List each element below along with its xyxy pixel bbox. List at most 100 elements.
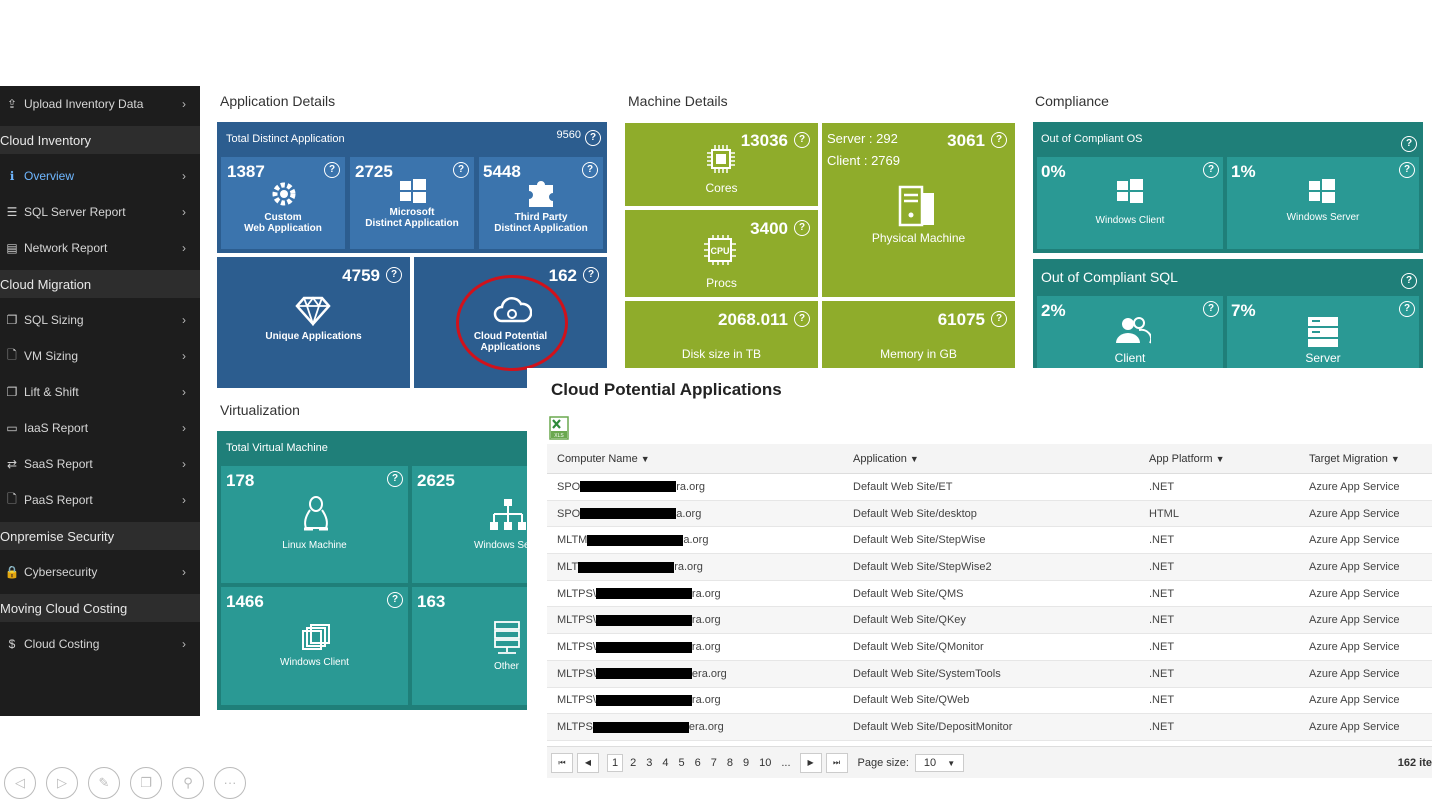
help-icon[interactable]: ?	[1399, 301, 1415, 317]
cell-target-migration: Azure App Service	[1309, 667, 1400, 680]
sidebar-item[interactable]: ▤ Network Report ›	[0, 230, 200, 266]
sidebar-item[interactable]: ⇄ SaaS Report ›	[0, 446, 200, 482]
unique-applications-tile[interactable]: 4759 ? Unique Applications	[217, 257, 410, 388]
table-row[interactable]: MLTPS\ ra.org Default Web Site/QMS .NET Azur…	[547, 581, 1432, 608]
table-row[interactable]: MLTM a.org Default Web Site/StepWise .NET Az…	[547, 527, 1432, 555]
page-number[interactable]: 1	[607, 753, 624, 772]
help-icon[interactable]: ?	[991, 311, 1007, 327]
sql-client-tile[interactable]: 2% ? Client	[1037, 296, 1223, 368]
sidebar-item[interactable]: ☰ SQL Server Report ›	[0, 194, 200, 230]
page-number[interactable]: 6	[694, 756, 701, 769]
chevron-right-icon: ›	[182, 421, 186, 435]
next-page-button[interactable]: ▶	[799, 752, 822, 773]
help-icon[interactable]: ?	[1203, 162, 1219, 178]
table-row[interactable]: MLTPS\ era.org Default Web Site/SystemTool…	[547, 660, 1432, 688]
page-number[interactable]: 9	[743, 756, 750, 769]
procs-tile[interactable]: 3400 ? CPU Procs	[625, 210, 818, 297]
physical-machine-tile[interactable]: Server : 292 Client : 2769 3061 ? Physic…	[822, 123, 1015, 297]
applications-grid: Computer Name ▼ Application ▼ App Platform…	[547, 444, 1432, 741]
filter-icon[interactable]: ▼	[1390, 453, 1400, 464]
os-windows-server-tile[interactable]: 1% ? Windows Server	[1227, 157, 1419, 249]
cores-tile[interactable]: 13036 ? Cores	[625, 123, 818, 206]
os-windows-client-tile[interactable]: 0% ? Windows Client	[1037, 157, 1223, 249]
cloud-potential-applications-tile[interactable]: 162 ? Cloud Potential Applications	[414, 257, 607, 388]
first-page-button[interactable]: ⏮	[551, 752, 573, 773]
page-number[interactable]: 8	[726, 756, 733, 769]
help-icon[interactable]: ?	[991, 132, 1007, 148]
table-row[interactable]: SPO a.org Default Web Site/desktop HTML Azur…	[547, 500, 1432, 528]
sidebar-item[interactable]: 🔒 Cybersecurity ›	[0, 554, 200, 590]
help-icon[interactable]: ?	[453, 162, 469, 178]
help-icon[interactable]: ?	[583, 267, 599, 283]
page-size-select[interactable]: 10 ▼	[914, 753, 965, 772]
column-header-target-migration[interactable]: Target Migration ▼	[1309, 452, 1400, 465]
more-icon[interactable]: ···	[214, 767, 246, 799]
table-row[interactable]: MLTPS\ ra.org Default Web Site/QMonitor .NE…	[547, 634, 1432, 661]
windows-client-vm-tile[interactable]: 1466 ? Windows Client	[221, 587, 408, 705]
page-number[interactable]: 3	[646, 756, 653, 769]
help-icon[interactable]: ?	[387, 471, 403, 487]
help-icon[interactable]: ?	[387, 592, 403, 608]
pen-icon[interactable]: ✎	[88, 767, 120, 799]
linux-machine-tile[interactable]: 178 ? Linux Machine	[221, 466, 408, 583]
custom-web-application-tile[interactable]: 1387 ? Custom Web Application	[221, 157, 345, 249]
sidebar-item[interactable]: ❐ SQL Sizing ›	[0, 302, 200, 338]
microsoft-distinct-application-tile[interactable]: 2725 ? Microsoft Distinct Application	[350, 157, 474, 249]
other-vm-tile[interactable]: 163 Other	[412, 587, 527, 705]
cpu-icon: CPU	[704, 235, 736, 265]
help-icon[interactable]: ?	[794, 132, 810, 148]
column-header-application[interactable]: Application ▼	[853, 452, 919, 465]
application-details-title: Application Details	[220, 93, 336, 109]
memory-tile[interactable]: 61075 ? Memory in GB	[822, 301, 1015, 368]
table-row[interactable]: MLTPS\ ra.org Default Web Site/QWeb .NET Azu…	[547, 688, 1432, 715]
help-icon[interactable]: ?	[582, 162, 598, 178]
help-icon[interactable]: ?	[1399, 162, 1415, 178]
cell-application: Default Web Site/SystemTools	[853, 667, 1001, 680]
column-header-computer-name[interactable]: Computer Name ▼	[557, 452, 650, 465]
last-page-button[interactable]: ⏭	[825, 752, 848, 773]
filter-icon[interactable]: ▼	[1215, 453, 1225, 464]
table-row[interactable]: MLT ra.org Default Web Site/StepWise2 .NET A…	[547, 554, 1432, 581]
help-icon[interactable]: ?	[794, 311, 810, 327]
help-icon[interactable]: ?	[386, 267, 402, 283]
filter-icon[interactable]: ▼	[909, 453, 919, 464]
help-icon[interactable]: ?	[1203, 301, 1219, 317]
prev-page-button[interactable]: ◀	[577, 752, 599, 773]
page-number[interactable]: 2	[630, 756, 637, 769]
sidebar-item[interactable]: ⇪ Upload Inventory Data ›	[0, 86, 200, 122]
table-row[interactable]: SPO ra.org Default Web Site/ET .NET Azure Ap…	[547, 474, 1432, 501]
page-number[interactable]: 5	[678, 756, 685, 769]
column-header-app-platform[interactable]: App Platform ▼	[1149, 452, 1225, 465]
help-icon[interactable]: ?	[585, 130, 601, 146]
excel-export-icon[interactable]: XLS	[549, 416, 569, 440]
disk-size-tile[interactable]: 2068.011 ? Disk size in TB	[625, 301, 818, 368]
page-number[interactable]: ...	[781, 756, 791, 769]
sidebar-item[interactable]: 🗋 VM Sizing ›	[0, 338, 200, 374]
help-icon[interactable]: ?	[794, 220, 810, 236]
sidebar-item[interactable]: $ Cloud Costing ›	[0, 626, 200, 662]
zoom-icon[interactable]: ⚲	[172, 767, 204, 799]
redaction-bar	[580, 481, 677, 493]
sidebar-item[interactable]: ❐ Lift & Shift ›	[0, 374, 200, 410]
puzzle-icon	[529, 181, 553, 207]
filter-icon[interactable]: ▼	[640, 453, 650, 464]
previous-slide-icon[interactable]: ◁	[4, 767, 36, 799]
page-number[interactable]: 7	[710, 756, 717, 769]
next-slide-icon[interactable]: ▷	[46, 767, 78, 799]
page-number[interactable]: 4	[662, 756, 669, 769]
help-icon[interactable]: ?	[1401, 136, 1417, 152]
third-party-distinct-application-tile[interactable]: 5448 ? Third Party Distinct Application	[479, 157, 603, 249]
table-row[interactable]: MLTPS\ ra.org Default Web Site/QKey .NET Azu…	[547, 607, 1432, 635]
server-icon	[1308, 317, 1338, 347]
table-row[interactable]: MLTPS era.org Default Web Site/DepositMoni…	[547, 714, 1432, 741]
cell-application: Default Web Site/QMonitor	[853, 640, 984, 653]
help-icon[interactable]: ?	[324, 162, 340, 178]
sql-server-tile[interactable]: 7% ? Server	[1227, 296, 1419, 368]
sidebar-item[interactable]: ▭ IaaS Report ›	[0, 410, 200, 446]
windows-server-vm-tile[interactable]: 2625 Windows Se	[412, 466, 527, 583]
page-number[interactable]: 10	[759, 756, 772, 769]
help-icon[interactable]: ?	[1401, 273, 1417, 289]
slides-icon[interactable]: ❐	[130, 767, 162, 799]
sidebar-item[interactable]: ℹ Overview ›	[0, 158, 200, 194]
sidebar-item[interactable]: 🗋 PaaS Report ›	[0, 482, 200, 518]
